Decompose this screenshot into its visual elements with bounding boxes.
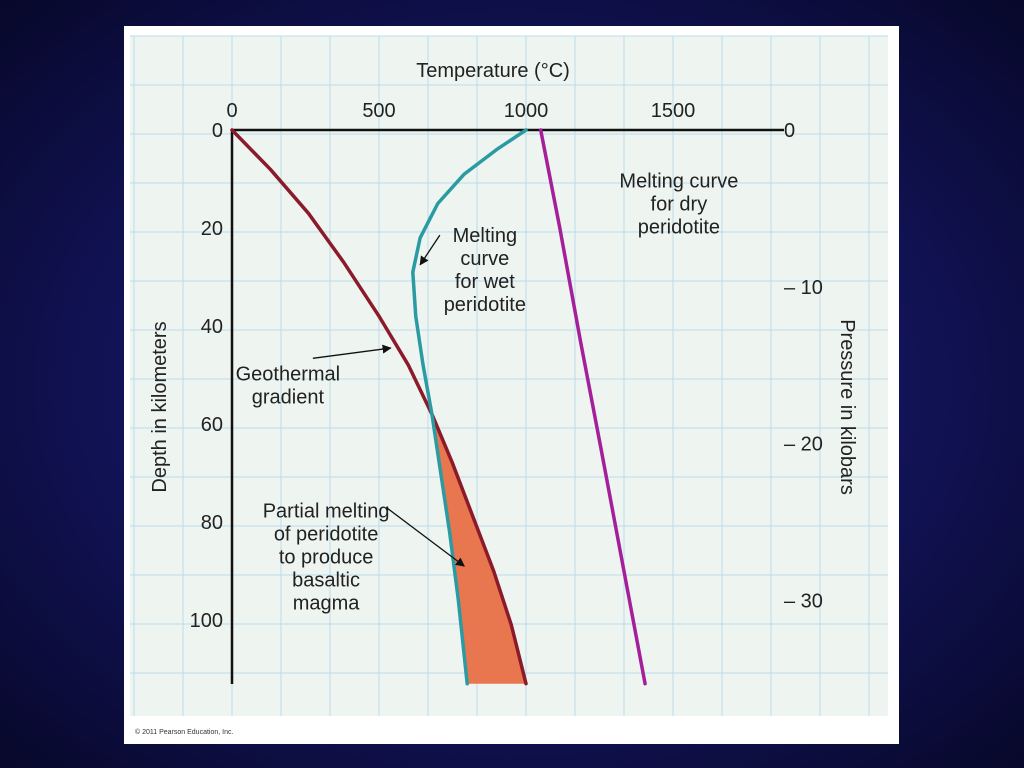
annotation-line: of peridotite <box>274 523 379 545</box>
y2-tick-label: – 30 <box>784 590 823 612</box>
annotation-dry: Melting curve for dry peridotite <box>619 171 738 239</box>
chart: Temperature (°C)0 500 1000 1500020406080100… <box>130 35 888 716</box>
annotation-line: for dry <box>651 194 708 216</box>
plot-panel <box>130 36 888 716</box>
x-axis-title: Temperature (°C) <box>416 60 570 82</box>
annotation-line: peridotite <box>444 294 526 316</box>
copyright-text: © 2011 Pearson Education, Inc. <box>135 729 234 736</box>
annotation-line: to produce <box>279 546 374 568</box>
y2-tick-label: – 10 <box>784 277 823 299</box>
annotation-line: Partial melting <box>263 500 390 522</box>
y-tick-label: 0 <box>212 120 223 142</box>
y-tick-label: 80 <box>201 512 223 534</box>
y-tick-label: 100 <box>190 610 223 632</box>
melting-curve-for-wet-peridotite-line <box>411 128 528 686</box>
annotation-line: curve <box>460 248 509 270</box>
annotation-geo: Geothermal gradient <box>236 363 341 408</box>
melting-curve-for-dry-peridotite-line <box>538 128 647 686</box>
y2-tick-label: – 20 <box>784 434 823 456</box>
annotation-arrow-partial <box>385 506 465 567</box>
x-tick-label: 1500 <box>651 100 696 122</box>
x-tick-label: 0 <box>226 100 237 122</box>
geothermal-gradient-line <box>230 128 528 686</box>
partial-melting-region <box>431 414 526 684</box>
annotation-wet: Melting curve for wet peridotite <box>444 225 526 316</box>
annotation-arrow-wet <box>419 234 441 266</box>
annotation-line: gradient <box>252 386 325 408</box>
annotation-line: for wet <box>455 271 515 293</box>
x-tick-label: 500 <box>362 100 395 122</box>
y-tick-label: 20 <box>201 218 223 240</box>
y2-axis-title: Pressure in kilobars <box>836 319 858 495</box>
annotation-partial: Partial melting of peridotite to produce ba… <box>263 500 390 614</box>
y-tick-label: 60 <box>201 414 223 436</box>
x-tick-label: 1000 <box>504 100 549 122</box>
figure-card: Temperature (°C) 0 500 1000 1500 0 20 40 60 80 100… <box>124 26 899 744</box>
y-tick-label: 40 <box>201 316 223 338</box>
annotation-line: magma <box>293 592 361 614</box>
annotation-line: basaltic <box>292 569 360 591</box>
annotation-line: peridotite <box>638 217 720 239</box>
y-axis-title: Depth in kilometers <box>149 321 171 492</box>
annotation-line: Geothermal <box>236 363 341 385</box>
annotation-line: Melting curve <box>619 171 738 193</box>
annotation-line: Melting <box>453 225 517 247</box>
y2-tick-label: 0 <box>784 120 795 142</box>
annotation-arrow-geo <box>312 344 392 359</box>
